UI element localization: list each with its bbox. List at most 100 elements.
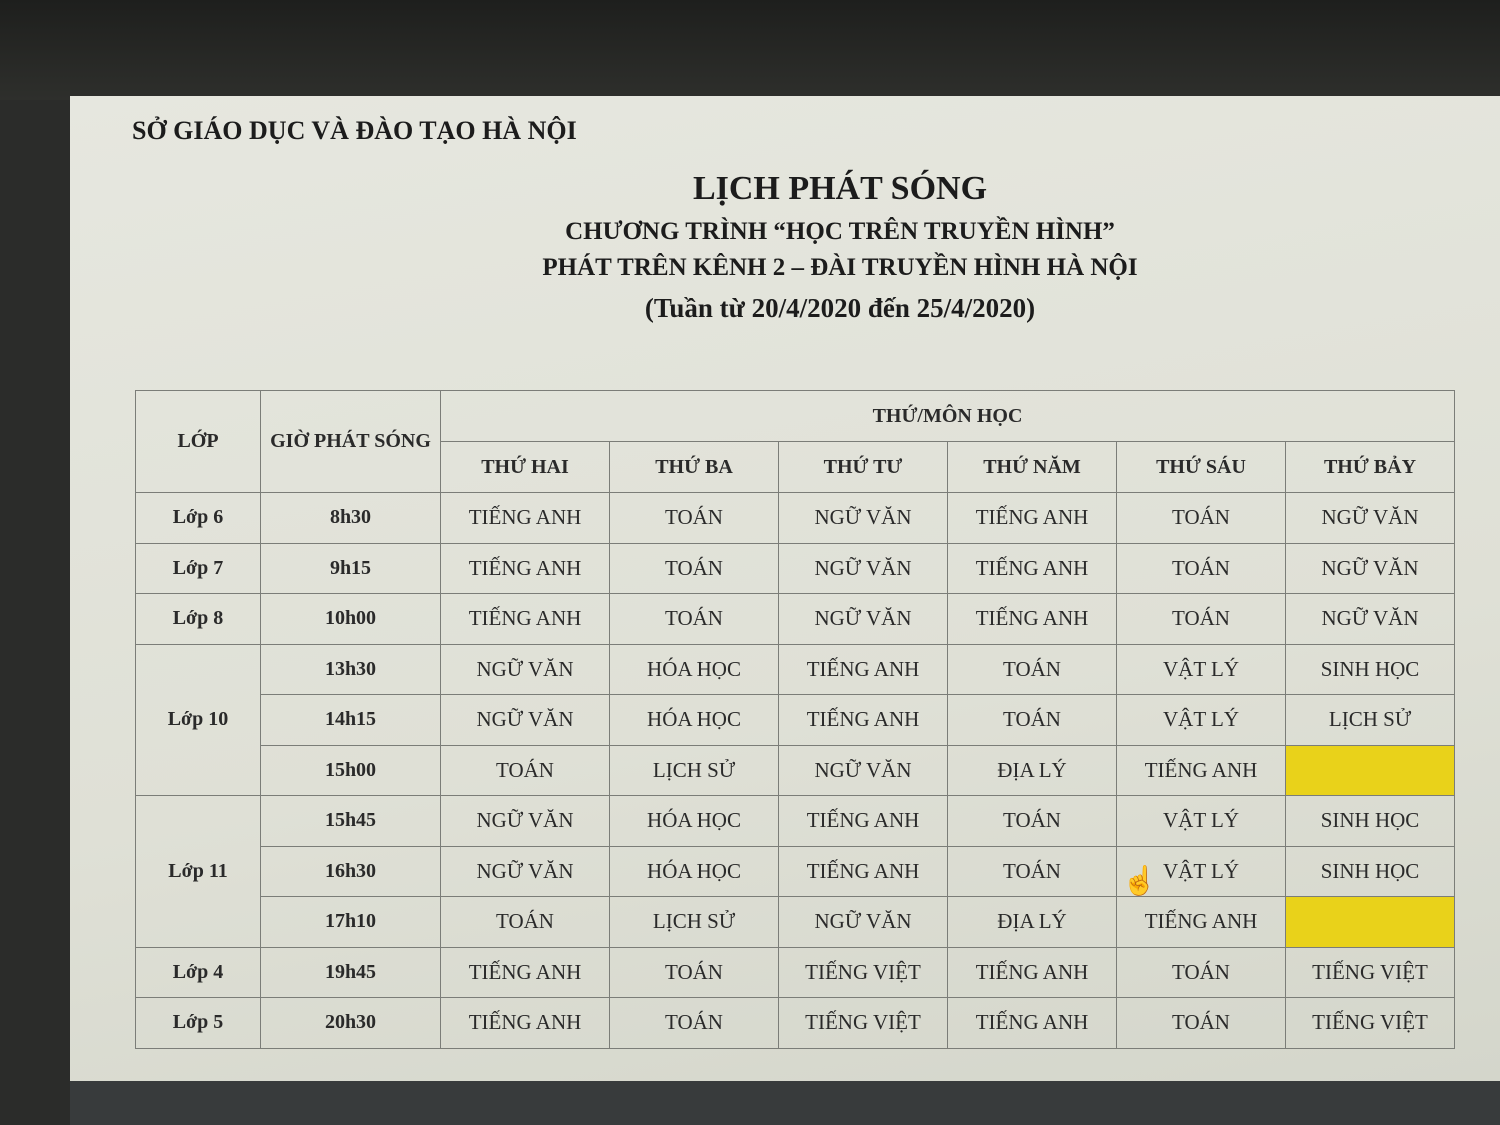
subject-cell: TIẾNG ANH: [778, 795, 948, 847]
subject-cell: NGỮ VĂN: [440, 845, 610, 897]
subject-cell: NGỮ VĂN: [1285, 542, 1455, 594]
subject-cell: LỊCH SỬ: [609, 896, 779, 948]
time-cell: 14h15: [260, 694, 441, 746]
subject-cell: TOÁN: [947, 795, 1117, 847]
subject-cell: ĐỊA LÝ: [947, 744, 1117, 796]
table-row: 17h10 TOÁN LỊCH SỬ NGỮ VĂN ĐỊA LÝ TIẾNG ANH: [136, 896, 1455, 948]
channel-subtitle: PHÁT TRÊN KÊNH 2 – ĐÀI TRUYỀN HÌNH HÀ NỘ…: [542, 254, 1138, 281]
table-row: Lớp 4 19h45 TIẾNG ANH TOÁN TIẾNG VIỆT TIẾNG A…: [135, 946, 1455, 998]
subject-cell: NGỮ VĂN: [440, 694, 610, 746]
subject-cell: SINH HỌC: [1285, 845, 1455, 897]
subject-cell: VẬT LÝ: [1116, 694, 1286, 746]
subject-cell: TOÁN: [947, 643, 1117, 695]
subject-cell: SINH HỌC: [1285, 795, 1455, 847]
subject-cell: LỊCH SỬ: [609, 744, 779, 796]
class-cell: Lớp 11: [135, 795, 261, 948]
subject-cell: TOÁN: [609, 997, 779, 1049]
subject-cell: TOÁN: [1116, 997, 1286, 1049]
subject-cell: NGỮ VĂN: [778, 593, 948, 645]
class-cell: Lớp 7: [135, 542, 261, 594]
table-row: Lớp 5 20h30 TIẾNG ANH TOÁN TIẾNG VIỆT TIẾNG A…: [135, 997, 1455, 1049]
time-cell: 20h30: [260, 997, 441, 1049]
monitor-bezel: [0, 0, 1500, 100]
subject-cell: TIẾNG ANH: [1116, 896, 1286, 948]
document-title: LỊCH PHÁT SÓNG: [692, 170, 988, 207]
subject-cell: NGỮ VĂN: [440, 643, 610, 695]
subject-cell: NGỮ VĂN: [778, 896, 948, 948]
subject-cell: HÓA HỌC: [609, 643, 779, 695]
subject-cell: TIẾNG ANH: [947, 997, 1117, 1049]
subject-cell: VẬT LÝ: [1116, 643, 1286, 695]
title-block: LỊCH PHÁT SÓNG CHƯƠNG TRÌNH “HỌC TRÊN TR…: [490, 170, 1190, 330]
subject-cell: TIẾNG ANH: [947, 593, 1117, 645]
subject-cell: VẬT LÝ: [1116, 845, 1286, 897]
subject-cell: HÓA HỌC: [609, 694, 779, 746]
header-class: LỚP: [135, 390, 261, 493]
class-cell: Lớp 10: [135, 643, 261, 796]
subject-cell: TOÁN: [1116, 593, 1286, 645]
time-cell: 17h10: [260, 896, 441, 948]
table-row: Lớp 6 8h30 TIẾNG ANH TOÁN NGỮ VĂN TIẾNG ANH TO…: [135, 492, 1455, 544]
subject-cell: TIẾNG ANH: [778, 845, 948, 897]
hand-pointer-icon: ☝: [1122, 866, 1157, 897]
subject-cell: TIẾNG ANH: [440, 946, 610, 998]
subject-cell: TIẾNG ANH: [947, 492, 1117, 544]
subject-cell: VẬT LÝ: [1116, 795, 1286, 847]
class-cell: Lớp 6: [135, 492, 261, 544]
subject-cell: HÓA HỌC: [609, 845, 779, 897]
subject-cell: [1285, 744, 1455, 796]
table-row: 14h15 NGỮ VĂN HÓA HỌC TIẾNG ANH TOÁN VẬT LÝ LỊ…: [136, 694, 1455, 746]
subject-cell: TIẾNG VIỆT: [1285, 997, 1455, 1049]
header-day-subject: THỨ/MÔN HỌC: [440, 390, 1455, 442]
header-day: THỨ SÁU: [1116, 441, 1286, 493]
screen-bottom-edge: [70, 1081, 1500, 1125]
subject-cell: TIẾNG ANH: [440, 542, 610, 594]
subject-cell: TOÁN: [609, 593, 779, 645]
subject-cell: TIẾNG VIỆT: [778, 997, 948, 1049]
subject-cell: TIẾNG ANH: [778, 694, 948, 746]
class-cell: Lớp 5: [135, 997, 261, 1049]
subject-cell: TIẾNG ANH: [440, 997, 610, 1049]
organization-name: SỞ GIÁO DỤC VÀ ĐÀO TẠO HÀ NỘI: [132, 116, 577, 145]
subject-cell: NGỮ VĂN: [778, 492, 948, 544]
subject-cell: TOÁN: [1116, 946, 1286, 998]
table-row: 16h30 NGỮ VĂN HÓA HỌC TIẾNG ANH TOÁN VẬT LÝ SI…: [136, 845, 1455, 897]
table-row: Lớp 10 13h30 NGỮ VĂN HÓA HỌC TIẾNG ANH TOÁN VẬ…: [135, 643, 1455, 796]
header-day: THỨ HAI: [440, 441, 610, 493]
subject-cell: TIẾNG ANH: [947, 542, 1117, 594]
broadcast-schedule-table: LỚP GIỜ PHÁT SÓNG THỨ/MÔN HỌC THỨ HAI THỨ…: [135, 390, 1455, 1049]
subject-cell: TOÁN: [609, 946, 779, 998]
subject-cell: TIẾNG VIỆT: [1285, 946, 1455, 998]
program-subtitle: CHƯƠNG TRÌNH “HỌC TRÊN TRUYỀN HÌNH”: [565, 218, 1115, 245]
subject-cell: NGỮ VĂN: [1285, 492, 1455, 544]
subject-cell: TOÁN: [609, 492, 779, 544]
table-row: Lớp 8 10h00 TIẾNG ANH TOÁN NGỮ VĂN TIẾNG ANH T…: [135, 593, 1455, 645]
subject-cell: TIẾNG ANH: [778, 643, 948, 695]
header-day: THỨ TƯ: [778, 441, 948, 493]
table-row: Lớp 11 15h45 NGỮ VĂN HÓA HỌC TIẾNG ANH TOÁN VẬ…: [135, 795, 1455, 948]
table-row: Lớp 7 9h15 TIẾNG ANH TOÁN NGỮ VĂN TIẾNG ANH TO…: [135, 542, 1455, 594]
time-cell: 9h15: [260, 542, 441, 594]
subject-cell: TIẾNG VIỆT: [778, 946, 948, 998]
subject-cell: TIẾNG ANH: [947, 946, 1117, 998]
header-time: GIỜ PHÁT SÓNG: [260, 390, 441, 493]
subject-cell: TOÁN: [1116, 542, 1286, 594]
subject-cell: HÓA HỌC: [609, 795, 779, 847]
subject-cell: NGỮ VĂN: [440, 795, 610, 847]
subject-cell: NGỮ VĂN: [1285, 593, 1455, 645]
subject-cell: TOÁN: [947, 845, 1117, 897]
subject-cell: TOÁN: [609, 542, 779, 594]
subject-cell: LỊCH SỬ: [1285, 694, 1455, 746]
table-row: 15h00 TOÁN LỊCH SỬ NGỮ VĂN ĐỊA LÝ TIẾNG ANH: [136, 744, 1455, 796]
time-cell: 15h00: [260, 744, 441, 796]
time-cell: 16h30: [260, 845, 441, 897]
class-cell: Lớp 8: [135, 593, 261, 645]
time-cell: 8h30: [260, 492, 441, 544]
subject-cell: TOÁN: [440, 744, 610, 796]
header-day: THỨ BẢY: [1285, 441, 1455, 493]
subject-cell: NGỮ VĂN: [778, 744, 948, 796]
subject-cell: ĐỊA LÝ: [947, 896, 1117, 948]
time-cell: 13h30: [260, 643, 441, 695]
class-cell: Lớp 4: [135, 946, 261, 998]
subject-cell: TOÁN: [1116, 492, 1286, 544]
